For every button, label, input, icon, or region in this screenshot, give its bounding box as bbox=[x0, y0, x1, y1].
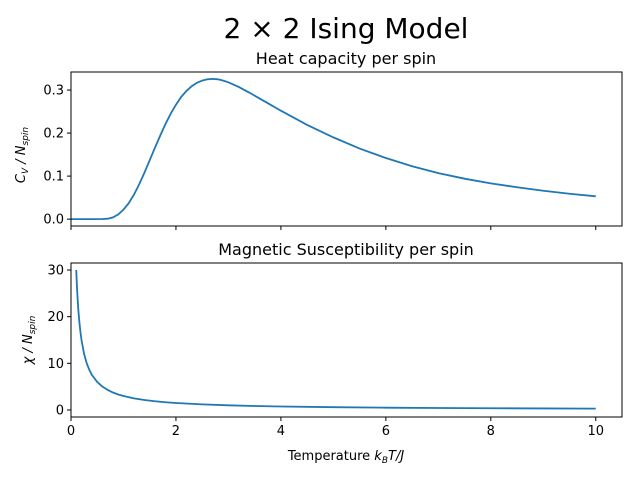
y-tick-label: 0 bbox=[56, 404, 64, 419]
y-tick-label: 0.3 bbox=[43, 84, 64, 99]
bottom-y-axis-label: χ / Nspin bbox=[21, 315, 38, 365]
x-tick-label: 6 bbox=[382, 424, 390, 439]
top-subplot-title: Heat capacity per spin bbox=[256, 49, 436, 68]
y-tick-label: 0.2 bbox=[43, 127, 64, 142]
y-tick-label: 20 bbox=[47, 310, 64, 325]
y-tick-label: 10 bbox=[47, 357, 64, 372]
x-tick-label: 8 bbox=[487, 424, 495, 439]
y-tick-label: 30 bbox=[47, 264, 64, 279]
bottom-subplot-title: Magnetic Susceptibility per spin bbox=[218, 240, 474, 259]
figure-title: 2 × 2 Ising Model bbox=[224, 12, 469, 45]
series-line bbox=[75, 269, 596, 410]
plot-frame bbox=[70, 262, 623, 418]
x-tick-label: 4 bbox=[277, 424, 285, 439]
top-y-axis-label: CV / Nspin bbox=[14, 127, 31, 184]
y-tick-label: 0.1 bbox=[43, 170, 64, 185]
x-tick-label: 0 bbox=[67, 424, 75, 439]
susceptibility-plot: 0 10 20 30 0 2 4 6 8 10 bbox=[47, 262, 623, 439]
x-tick-label: 2 bbox=[172, 424, 180, 439]
x-tick-label: 10 bbox=[587, 424, 604, 439]
y-tick-label: 0.0 bbox=[43, 213, 64, 228]
series-line bbox=[71, 77, 596, 221]
x-axis-label: Temperature kBT/J bbox=[287, 449, 405, 466]
heat-capacity-plot: 0.0 0.1 0.2 0.3 bbox=[43, 71, 623, 230]
plot-frame bbox=[70, 71, 623, 227]
